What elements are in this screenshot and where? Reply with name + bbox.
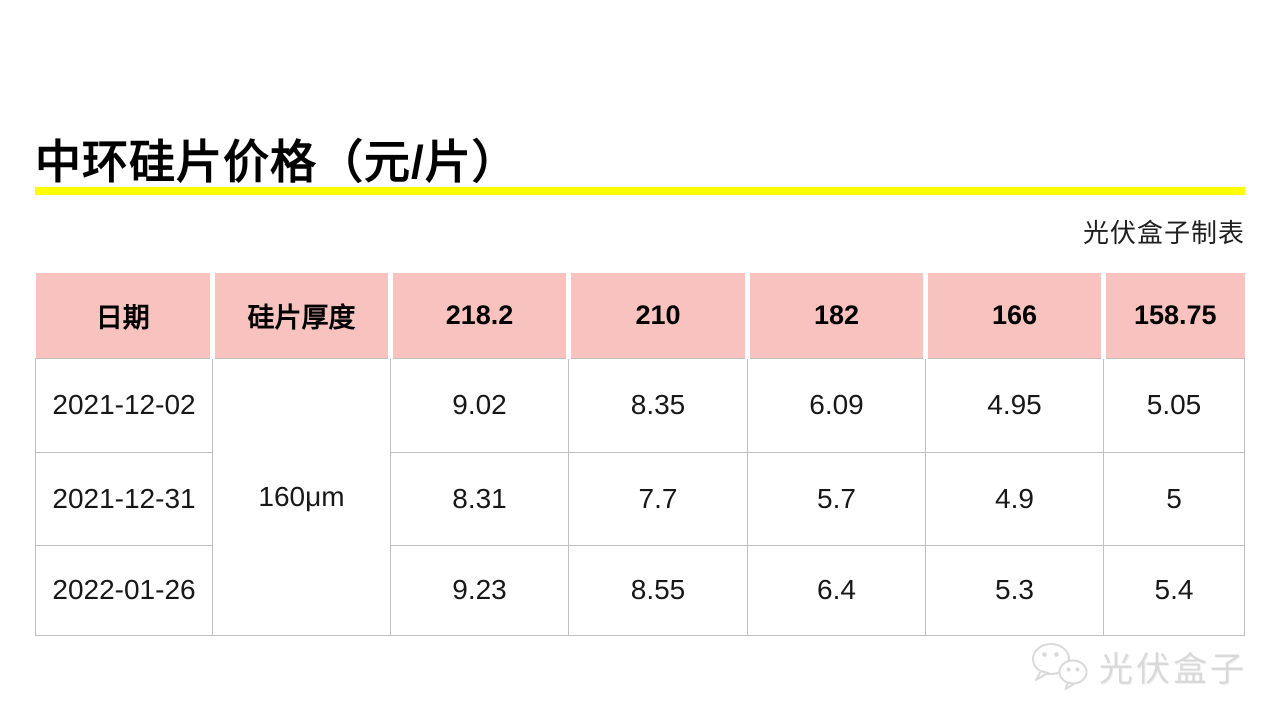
date-cell: 2021-12-02 xyxy=(35,357,213,453)
price-cell: 5.4 xyxy=(1103,544,1245,636)
price-cell: 9.23 xyxy=(390,544,569,636)
price-cell: 8.31 xyxy=(390,451,569,546)
price-cell: 4.95 xyxy=(925,357,1104,453)
table-row: 2021-12-02 160μm 9.02 8.35 6.09 4.95 5.0… xyxy=(35,357,1245,636)
price-cell: 5 xyxy=(1103,451,1245,546)
price-cell: 6.4 xyxy=(747,544,926,636)
col-header-size-158: 158.75 xyxy=(1101,273,1245,358)
title-underline xyxy=(35,187,1245,195)
price-cell: 4.9 xyxy=(925,451,1104,546)
thickness-cell: 160μm xyxy=(212,357,391,636)
table-row: 2021-12-31 8.31 7.7 5.7 4.9 5 xyxy=(35,451,1245,546)
date-cell: 2021-12-31 xyxy=(35,451,213,546)
col-header-size-218: 218.2 xyxy=(388,273,569,358)
price-cell: 5.3 xyxy=(925,544,1104,636)
wechat-icon xyxy=(1032,643,1088,690)
header-row: 日期 硅片厚度 218.2 210 182 166 158.75 xyxy=(35,273,1245,358)
watermark-label: 光伏盒子 xyxy=(1099,650,1247,689)
col-header-thickness: 硅片厚度 xyxy=(210,273,391,358)
watermark: 光伏盒子 xyxy=(1027,640,1247,692)
price-cell: 5.7 xyxy=(747,451,926,546)
date-cell: 2022-01-26 xyxy=(35,544,213,636)
col-header-size-210: 210 xyxy=(566,273,748,358)
credit-text: 光伏盒子制表 xyxy=(1082,218,1245,248)
col-header-size-166: 166 xyxy=(923,273,1104,358)
price-cell: 8.55 xyxy=(568,544,748,636)
page-title: 中环硅片价格（元/片） xyxy=(35,136,519,188)
table-row: 2022-01-26 9.23 8.55 6.4 5.3 5.4 xyxy=(35,544,1245,636)
price-cell: 5.05 xyxy=(1103,357,1245,453)
wafer-price-table: 日期 硅片厚度 218.2 210 182 166 158.75 2021-12… xyxy=(35,273,1245,636)
price-cell: 7.7 xyxy=(568,451,748,546)
price-cell: 6.09 xyxy=(747,357,926,453)
col-header-size-182: 182 xyxy=(745,273,926,358)
col-header-date: 日期 xyxy=(35,273,213,358)
price-cell: 8.35 xyxy=(568,357,748,453)
price-cell: 9.02 xyxy=(390,357,569,453)
